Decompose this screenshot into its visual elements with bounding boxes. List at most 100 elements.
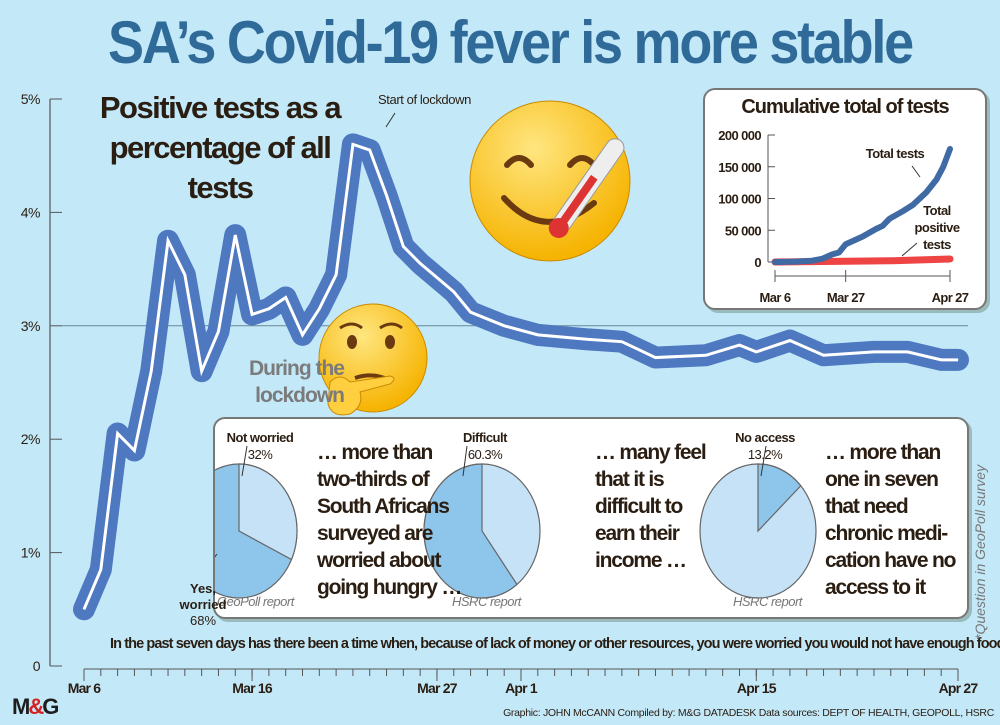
pie-leader-line (241, 445, 248, 477)
data-point (100, 569, 102, 571)
data-point (386, 194, 388, 196)
panel-text-income: … many feel that it is difficult to earn… (595, 441, 707, 572)
series-line-total (772, 145, 953, 265)
series-label-positive: tests (923, 237, 951, 252)
inset-y-tick-label: 150 000 (718, 160, 761, 175)
question-footnote: *Question in GeoPoll survey (972, 464, 988, 640)
y-tick-label: 3% (21, 318, 40, 334)
data-point (587, 338, 589, 340)
inset-y-tick-label: 100 000 (718, 192, 761, 207)
y-tick-label: 4% (21, 204, 40, 220)
data-point (83, 608, 85, 610)
pie3-label: No access 13.2% (735, 430, 795, 462)
x-tick-label: Mar 27 (417, 680, 458, 696)
data-point (739, 344, 740, 346)
data-point (268, 308, 270, 310)
lockdown-annotation: Start of lockdown (378, 92, 471, 107)
data-point (285, 296, 287, 298)
survey-panel: Not worried 32% Difficult 60.3% No access 1… (213, 417, 969, 619)
pie-slice (423, 463, 518, 599)
pie-slice (238, 463, 298, 561)
pie-leader-line (760, 445, 767, 477)
page-title: SA’s Covid-19 fever is more stable (108, 9, 914, 76)
inset-y-tick-label: 50 000 (725, 223, 762, 238)
leader-line (901, 242, 918, 257)
mg-logo: M&G (12, 694, 59, 719)
pie3-source: HSRC report (733, 594, 802, 609)
data-point (133, 450, 135, 452)
data-point (335, 274, 337, 276)
pie-chart (215, 445, 298, 599)
data-point (234, 234, 236, 236)
y-tick-label: 2% (21, 431, 40, 447)
data-point (402, 245, 404, 247)
inset-y-tick-label: 0 (754, 255, 761, 270)
data-point (167, 240, 169, 242)
chart-subtitle: Positive tests as a percentage of all te… (99, 90, 342, 205)
data-point (251, 313, 253, 315)
data-point (318, 308, 320, 310)
data-point (789, 340, 791, 342)
pie-chart (699, 445, 817, 599)
pie-charts (215, 445, 817, 599)
x-tick-label: Mar 6 (68, 680, 102, 696)
data-point (217, 330, 219, 332)
x-tick-label: Mar 16 (232, 680, 273, 696)
data-point (470, 311, 472, 313)
pie1-source: GeoPoll report (217, 594, 294, 609)
thinking-face-icon (318, 303, 428, 416)
cumulative-tests-chart: Cumulative total of tests 0 50 000 100 000… (703, 88, 987, 310)
survey-question: In the past seven days has there been a … (110, 636, 1000, 652)
inset-x-tick-label: Mar 27 (827, 290, 865, 305)
data-point (150, 370, 152, 372)
panel-text-hunger: … more than two-thirds of South Africans… (317, 441, 462, 599)
data-point (503, 325, 505, 327)
credits: Graphic: JOHN McCANN Compiled by: M&G DA… (503, 707, 994, 719)
x-tick-label: Apr 27 (939, 680, 979, 696)
data-point (352, 143, 354, 145)
panel-text-medication: … more than one in seven that need chron… (825, 441, 956, 599)
y-tick-label: 0 (33, 658, 41, 674)
pie1-label: Not worried 32% (226, 430, 294, 462)
during-lockdown-label: During the lockdown … (249, 357, 345, 434)
data-point (537, 334, 539, 336)
data-point (453, 291, 455, 293)
pie-slice (757, 463, 802, 533)
data-point (369, 149, 371, 151)
series-label-total: Total tests (866, 146, 925, 161)
inset-chart-plot: 0 50 000 100 000 150 000 200 000 Mar 6 Mar 27 A… (718, 128, 969, 305)
inset-chart-title: Cumulative total of tests (741, 96, 949, 118)
data-point (302, 334, 303, 336)
data-point (957, 359, 959, 361)
series-label-positive: positive (914, 220, 959, 235)
data-point (755, 351, 757, 353)
data-point (940, 359, 942, 361)
pie2-label: Difficult 60.3% (463, 430, 507, 462)
pie-chart (423, 445, 541, 599)
data-point (201, 370, 203, 372)
data-point (621, 341, 623, 343)
pie1-yes-label: Yes, worried 68% (179, 581, 227, 628)
data-point (873, 351, 875, 353)
pie-leader-line (462, 445, 468, 477)
data-point (184, 274, 186, 276)
smiling-face-with-thermometer-icon (469, 100, 631, 262)
x-tick-label: Apr 1 (505, 680, 538, 696)
inset-x-tick-label: Mar 6 (760, 290, 791, 305)
data-point (419, 262, 421, 264)
data-point (654, 357, 656, 359)
data-point (117, 433, 119, 435)
data-point (705, 354, 707, 356)
data-point (907, 351, 909, 353)
pie2-source: HSRC report (452, 594, 521, 609)
inset-x-tick-label: Apr 27 (932, 290, 969, 305)
inset-y-tick-label: 200 000 (718, 128, 761, 143)
y-tick-label: 1% (21, 545, 40, 561)
series-label-positive: Total (923, 203, 951, 218)
lockdown-leader-line (385, 112, 396, 128)
y-tick-label: 5% (21, 91, 40, 107)
leader-line (911, 165, 921, 178)
x-tick-label: Apr 15 (737, 680, 777, 696)
